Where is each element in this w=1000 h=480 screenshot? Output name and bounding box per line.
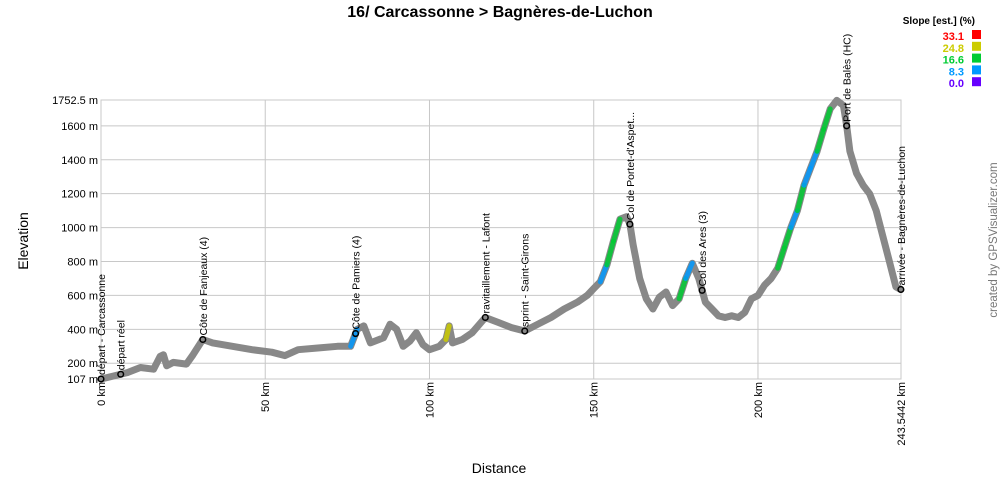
slope-segment bbox=[788, 208, 800, 231]
x-axis-title: Distance bbox=[472, 460, 527, 476]
legend-swatch bbox=[972, 53, 981, 63]
x-tick-label: 0 km bbox=[96, 382, 108, 406]
waypoint-marker bbox=[117, 370, 125, 378]
y-tick-label: 1600 m bbox=[61, 121, 98, 133]
y-tick-label: 400 m bbox=[67, 324, 98, 336]
legend-entry-label: 16.6 bbox=[943, 55, 964, 67]
slope-segment bbox=[781, 225, 794, 251]
waypoint-marker bbox=[481, 313, 489, 322]
credit-text: created by GPSVisualizer.com bbox=[988, 162, 1000, 317]
legend-entry-label: 0.0 bbox=[949, 78, 964, 90]
y-tick-label: 1752.5 m bbox=[52, 95, 98, 107]
legend-title: Slope [est.] (%) bbox=[903, 16, 975, 27]
y-tick-label: 1200 m bbox=[61, 189, 98, 201]
y-axis-title: Elevation bbox=[15, 212, 31, 270]
waypoint-label: départ réel bbox=[116, 320, 128, 370]
y-axis-ticks: 107 m 200 m 400 m 600 m 800 m 1000 m 1200 m 140… bbox=[52, 95, 98, 386]
y-tick-label: 107 m bbox=[67, 374, 98, 386]
y-tick-label: 800 m bbox=[67, 256, 98, 268]
legend-entry-label: 24.8 bbox=[943, 43, 964, 55]
waypoint-marker bbox=[698, 286, 706, 294]
legend-swatch bbox=[972, 65, 981, 75]
slope-segment bbox=[676, 275, 689, 302]
waypoint-label: Port de Balès (HC) bbox=[842, 34, 854, 122]
y-tick-label: 1000 m bbox=[61, 223, 98, 235]
legend-swatch bbox=[972, 30, 981, 39]
legend-swatch bbox=[972, 41, 981, 51]
x-axis-ticks: 0 km 50 km 100 km 150 km 200 km 243.5442 km bbox=[96, 382, 908, 446]
elevation-trace bbox=[97, 96, 905, 383]
legend-entry-label: 33.1 bbox=[943, 31, 964, 43]
slope-segment bbox=[794, 182, 807, 214]
waypoint-label: Col des Ares (3) bbox=[697, 211, 709, 286]
waypoint-marker bbox=[352, 330, 360, 338]
waypoint-label: départ - Carcassonne bbox=[96, 274, 108, 375]
x-tick-label: 50 km bbox=[260, 382, 272, 412]
waypoint-marker bbox=[521, 327, 529, 335]
slope-segment bbox=[821, 106, 833, 132]
grid bbox=[100, 99, 902, 380]
plot-frame bbox=[100, 99, 902, 380]
slope-segment bbox=[775, 245, 787, 271]
x-tick-label: 150 km bbox=[589, 382, 601, 418]
waypoint-marker bbox=[199, 335, 207, 344]
waypoint-label: Col de Portet-d'Aspet... bbox=[625, 112, 637, 220]
slope-segment bbox=[683, 260, 695, 281]
elevation-line bbox=[97, 96, 905, 383]
x-tick-label: 100 km bbox=[424, 382, 436, 418]
slope-segment bbox=[610, 216, 623, 244]
waypoint-marker bbox=[843, 122, 851, 130]
slope-segment bbox=[604, 238, 616, 268]
x-tick-label: 243.5442 km bbox=[896, 382, 908, 446]
legend-entry-label: 8.3 bbox=[949, 66, 964, 78]
slope-segment bbox=[443, 323, 452, 342]
waypoint-marker bbox=[97, 375, 105, 383]
x-tick-label: 200 km bbox=[753, 382, 765, 418]
slope-segment bbox=[801, 165, 814, 188]
slope-segment bbox=[597, 262, 610, 285]
waypoint-label: Côte de Fanjeaux (4) bbox=[198, 237, 210, 336]
chart-title: 16/ Carcassonne > Bagnères-de-Luchon bbox=[347, 4, 652, 21]
waypoint-marker bbox=[897, 285, 905, 294]
waypoint-marker bbox=[626, 220, 634, 228]
waypoint-label: ravitaillement - Lafont bbox=[480, 213, 492, 313]
waypoint-label: Côte de Pamiers (4) bbox=[351, 236, 363, 330]
y-tick-label: 200 m bbox=[67, 358, 98, 370]
slope-segment bbox=[814, 126, 827, 154]
slope-segment bbox=[808, 148, 820, 171]
waypoint-label: sprint - Saint-Girons bbox=[520, 234, 532, 327]
legend-swatch bbox=[972, 77, 981, 87]
slope-segment bbox=[348, 326, 360, 349]
y-tick-label: 600 m bbox=[67, 290, 98, 302]
waypoint-label: arrivée - Bagnères-de-Luchon bbox=[896, 146, 908, 286]
waypoint-markers: départ - Carcassonne départ réel Côte de F… bbox=[96, 34, 908, 383]
y-tick-label: 1400 m bbox=[61, 155, 98, 167]
slope-legend: Slope [est.] (%) 33.124.816.68.30.0 bbox=[903, 16, 981, 90]
